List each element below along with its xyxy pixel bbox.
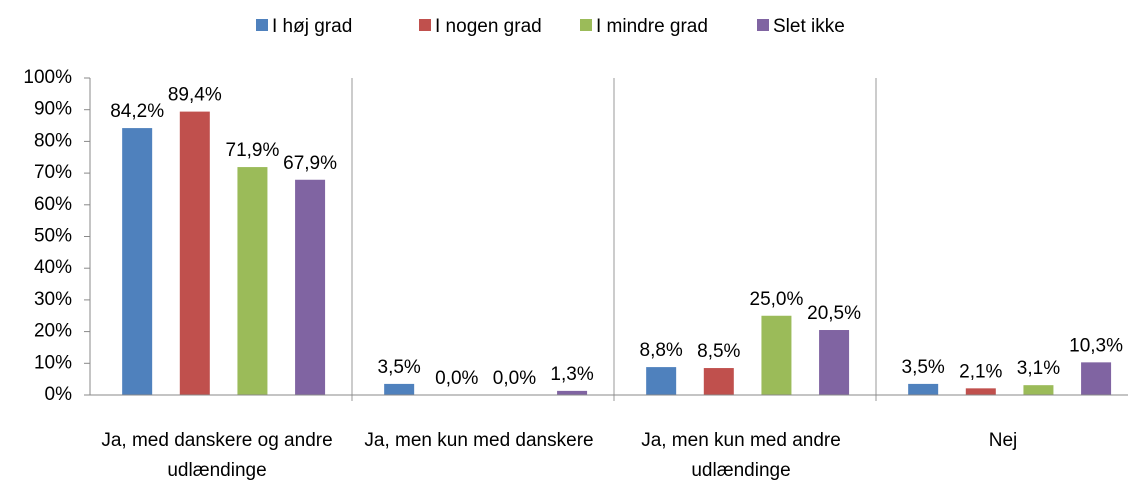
data-label: 89,4%: [168, 85, 222, 106]
legend-swatch: [757, 19, 769, 31]
legend-swatch: [580, 19, 592, 31]
bar: [761, 315, 792, 395]
legend-swatch: [256, 19, 268, 31]
data-label: 20,5%: [807, 303, 861, 324]
bar: [122, 128, 153, 395]
y-tick-label: 90%: [34, 99, 72, 120]
data-label: 3,5%: [378, 357, 421, 378]
bar: [965, 388, 996, 395]
data-label: 0,0%: [435, 368, 478, 389]
x-tick-label: Ja, med danskere og andre udlændinge: [101, 430, 333, 481]
legend-swatch: [419, 19, 431, 31]
legend-label: I nogen grad: [435, 16, 542, 37]
x-tick-label: Ja, men kun med andre udlændinge: [641, 430, 841, 481]
y-tick-label: 10%: [34, 352, 72, 373]
data-label: 1,3%: [550, 364, 593, 385]
bar: [1023, 385, 1054, 395]
bar: [384, 383, 415, 395]
data-label: 3,1%: [1017, 358, 1060, 379]
data-label: 0,0%: [493, 368, 536, 389]
legend-label: Slet ikke: [773, 16, 845, 37]
bar: [557, 390, 588, 395]
y-tick-label: 30%: [34, 289, 72, 310]
y-tick-label: 80%: [34, 130, 72, 151]
y-tick-label: 70%: [34, 162, 72, 183]
data-label: 2,1%: [959, 361, 1002, 382]
bar: [295, 179, 326, 395]
bar: [179, 111, 210, 396]
data-label: 71,9%: [226, 140, 280, 161]
data-label: 8,8%: [640, 340, 683, 361]
y-tick-label: 40%: [34, 257, 72, 278]
y-tick-label: 0%: [45, 384, 73, 405]
data-label: 3,5%: [902, 357, 945, 378]
bar: [819, 330, 850, 395]
data-label: 10,3%: [1069, 335, 1123, 356]
bar: [703, 368, 734, 395]
data-label: 67,9%: [283, 153, 337, 174]
y-tick-label: 60%: [34, 194, 72, 215]
y-tick-label: 50%: [34, 226, 72, 247]
x-tick-label: Nej: [988, 430, 1018, 451]
bar: [237, 167, 268, 395]
y-tick-label: 20%: [34, 321, 72, 342]
data-label: 8,5%: [697, 341, 740, 362]
bar: [908, 383, 939, 395]
y-tick-label: 100%: [23, 67, 72, 88]
bar: [1081, 362, 1112, 395]
data-label: 84,2%: [110, 101, 164, 122]
bar: [646, 367, 677, 395]
legend-label: I mindre grad: [596, 16, 708, 37]
legend-label: I høj grad: [272, 16, 352, 37]
x-tick-label: Ja, men kun med danskere: [364, 430, 594, 451]
data-label: 25,0%: [750, 289, 804, 310]
